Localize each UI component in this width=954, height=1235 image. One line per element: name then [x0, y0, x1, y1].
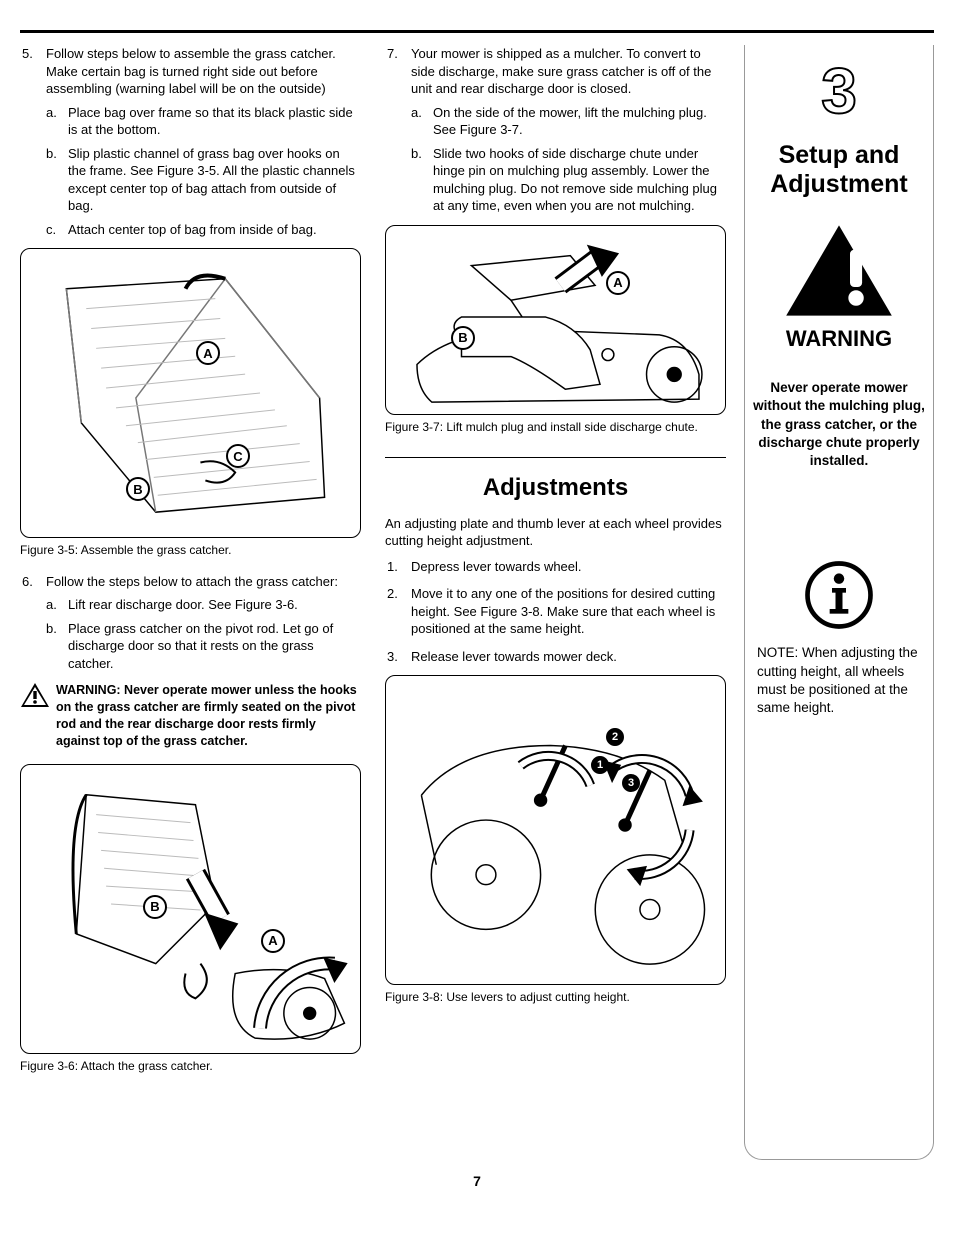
sub-letter: b. [411, 145, 422, 163]
adjust-step-3: 3. Release lever towards mower deck. [385, 648, 726, 666]
step-5a: a. Place bag over frame so that its blac… [46, 104, 361, 139]
step-7a: a. On the side of the mower, lift the mu… [411, 104, 726, 139]
warning-text: Never operate mower without the mulching… [753, 379, 925, 470]
step-text: Your mower is shipped as a mulcher. To c… [411, 46, 711, 96]
figure-3-8-caption: Figure 3-8: Use levers to adjust cutting… [385, 989, 726, 1005]
step-text: Move it to any one of the positions for … [411, 586, 715, 636]
sub-text: Attach center top of bag from inside of … [68, 222, 317, 237]
figure-3-8: 2 1 3 [385, 675, 726, 985]
page-number: 7 [20, 1172, 934, 1191]
column-2: 7. Your mower is shipped as a mulcher. T… [385, 45, 726, 1160]
figure-3-5-caption: Figure 3-5: Assemble the grass catcher. [20, 542, 361, 558]
callout-b: B [451, 326, 475, 350]
adjustments-heading: Adjustments [385, 457, 726, 504]
sub-letter: c. [46, 221, 56, 239]
note-text: NOTE: When adjusting the cutting height,… [753, 644, 925, 717]
step-number: 5. [22, 45, 33, 63]
warning-triangle-icon [20, 682, 50, 750]
sub-letter: a. [411, 104, 422, 122]
warning-heading: WARNING [786, 324, 892, 354]
sub-letter: a. [46, 596, 57, 614]
step-text: Follow steps below to assemble the grass… [46, 46, 336, 96]
step-7b: b. Slide two hooks of side discharge chu… [411, 145, 726, 215]
step-number: 3. [387, 648, 398, 666]
step-text: Depress lever towards wheel. [411, 559, 582, 574]
sub-letter: a. [46, 104, 57, 122]
step-5c: c. Attach center top of bag from inside … [46, 221, 361, 239]
cutting-height-lever-illustration [386, 676, 725, 984]
step-text: Release lever towards mower deck. [411, 649, 617, 664]
step-number: 2. [387, 585, 398, 603]
step-number: 1. [387, 558, 398, 576]
sub-text: Place grass catcher on the pivot rod. Le… [68, 621, 333, 671]
grass-catcher-assembly-illustration [21, 249, 360, 537]
sub-letter: b. [46, 620, 57, 638]
sub-letter: b. [46, 145, 57, 163]
step-7: 7. Your mower is shipped as a mulcher. T… [385, 45, 726, 215]
inline-warning: WARNING: Never operate mower unless the … [20, 682, 361, 750]
page: 5. Follow steps below to assemble the gr… [20, 30, 934, 1160]
adjust-step-1: 1. Depress lever towards wheel. [385, 558, 726, 576]
step-number: 6. [22, 573, 33, 591]
mulch-plug-illustration [386, 226, 725, 414]
step-6: 6. Follow the steps below to attach the … [20, 573, 361, 673]
callout-b: B [143, 895, 167, 919]
step-6b: b. Place grass catcher on the pivot rod.… [46, 620, 361, 673]
sub-text: Slide two hooks of side discharge chute … [433, 146, 717, 214]
step-6a: a. Lift rear discharge door. See Figure … [46, 596, 361, 614]
column-1: 5. Follow steps below to assemble the gr… [20, 45, 361, 1160]
inline-warning-text: WARNING: Never operate mower unless the … [56, 682, 361, 750]
step-text: Follow the steps below to attach the gra… [46, 574, 338, 589]
sub-text: Place bag over frame so that its black p… [68, 105, 353, 138]
section-title: Setup and Adjustment [753, 141, 925, 199]
figure-3-6: B A [20, 764, 361, 1054]
step-5b: b. Slip plastic channel of grass bag ove… [46, 145, 361, 215]
adjustments-intro: An adjusting plate and thumb lever at ea… [385, 515, 726, 550]
sub-text: On the side of the mower, lift the mulch… [433, 105, 707, 138]
adjust-step-2: 2. Move it to any one of the positions f… [385, 585, 726, 638]
figure-3-5: A B C [20, 248, 361, 538]
callout-a: A [606, 271, 630, 295]
callout-a: A [261, 929, 285, 953]
figure-3-6-caption: Figure 3-6: Attach the grass catcher. [20, 1058, 361, 1074]
sub-text: Slip plastic channel of grass bag over h… [68, 146, 355, 214]
section-number: 3 [821, 59, 857, 123]
sub-text: Lift rear discharge door. See Figure 3-6… [68, 597, 298, 612]
main-columns: 5. Follow steps below to assemble the gr… [20, 45, 726, 1160]
warning-triangle-icon [784, 223, 894, 318]
step-number: 7. [387, 45, 398, 63]
figure-3-7-caption: Figure 3-7: Lift mulch plug and install … [385, 419, 726, 435]
sidebar: 3 Setup and Adjustment WARNING Never ope… [744, 45, 934, 1160]
step-5: 5. Follow steps below to assemble the gr… [20, 45, 361, 238]
attach-grass-catcher-illustration [21, 765, 360, 1053]
info-icon [804, 560, 874, 630]
figure-3-7: A B [385, 225, 726, 415]
